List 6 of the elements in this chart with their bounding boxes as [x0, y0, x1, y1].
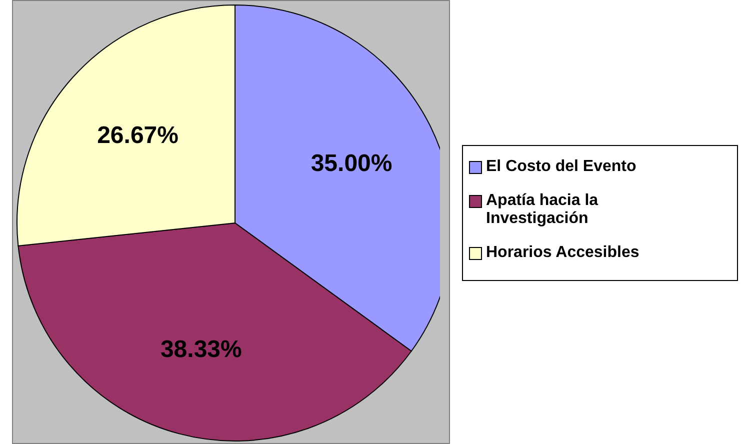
legend-label: El Costo del Evento [486, 158, 638, 176]
data-label: 38.33% [160, 336, 242, 363]
data-label: 26.67% [97, 122, 178, 149]
legend-label: Horarios Accesibles [486, 244, 640, 262]
legend-label: Apatía hacia la Investigación [486, 192, 600, 228]
data-label: 35.00% [310, 150, 392, 178]
